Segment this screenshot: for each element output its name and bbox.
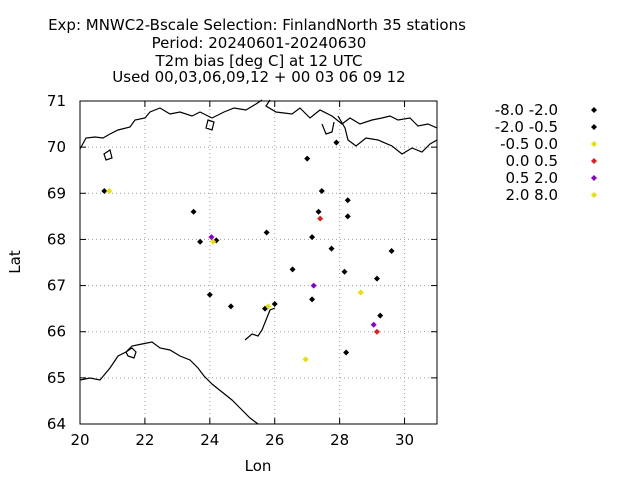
x-axis-label: Lon [245, 457, 272, 475]
legend-marker-4 [591, 175, 597, 181]
legend-marker-1 [591, 124, 597, 130]
chart-title-line-4: Used 00,03,06,09,12 + 00 03 06 09 12 [112, 68, 405, 86]
point-series-0-7 [304, 155, 311, 162]
y-tick-label: 70 [47, 138, 66, 156]
point-series-3-1 [373, 328, 380, 335]
x-tick-label: 22 [135, 431, 154, 449]
point-series-0-14 [341, 268, 348, 275]
point-series-5-0 [210, 238, 217, 245]
x-tick-label: 24 [200, 431, 219, 449]
y-tick-label: 71 [47, 92, 66, 110]
point-series-5-1 [302, 356, 309, 363]
legend-label-4: 0.5 2.0 [506, 169, 558, 187]
point-series-0-11 [318, 187, 325, 194]
point-series-0-10 [315, 208, 322, 215]
axis-ticks: 20 22 24 26 28 30 64 65 66 67 68 69 70 71 [47, 92, 437, 449]
x-tick-label: 28 [330, 431, 349, 449]
point-series-5-2 [357, 289, 364, 296]
point-series-0-16 [344, 197, 351, 204]
point-series-0-13 [333, 139, 340, 146]
grid-lines [80, 101, 437, 424]
legend-marker-3 [591, 158, 597, 164]
legend-label-5: 2.0 8.0 [506, 186, 558, 204]
point-series-0-6 [289, 266, 296, 273]
point-series-2-0 [106, 187, 113, 194]
coastline-map [79, 99, 438, 425]
x-tick-label: 30 [395, 431, 414, 449]
point-series-4-0 [208, 234, 215, 241]
y-tick-label: 64 [47, 415, 66, 433]
legend-label-2: -0.5 0.0 [500, 135, 558, 153]
point-series-0-2 [227, 303, 234, 310]
y-tick-label: 65 [47, 369, 66, 387]
y-tick-label: 69 [47, 184, 66, 202]
legend-marker-5 [591, 192, 597, 198]
point-series-4-1 [310, 282, 317, 289]
legend-marker-0 [591, 107, 597, 113]
legend-marker-2 [591, 141, 597, 147]
y-axis-label: Lat [6, 250, 24, 274]
point-series-0-0 [197, 238, 204, 245]
legend-label-1: -2.0 -0.5 [495, 118, 558, 136]
plot-frame [79, 100, 438, 425]
point-series-0-18 [373, 275, 380, 282]
point-series-0-19 [377, 312, 384, 319]
point-series-0-1 [206, 291, 213, 298]
y-tick-label: 66 [47, 323, 66, 341]
point-series-0-12 [328, 245, 335, 252]
point-series-0-8 [309, 234, 316, 241]
point-series-0-17 [344, 213, 351, 220]
chart-title-line-2: Period: 20240601-20240630 [152, 34, 367, 52]
chart-title-line-1: Exp: MNWC2-Bscale Selection: FinlandNort… [48, 16, 466, 34]
point-series-0-20 [388, 247, 395, 254]
x-tick-label: 26 [265, 431, 284, 449]
legend-label-3: 0.0 0.5 [506, 152, 558, 170]
point-series-0-9 [309, 296, 316, 303]
point-series-0-15 [343, 349, 350, 356]
point-series-3-0 [317, 215, 324, 222]
x-tick-label: 20 [70, 431, 89, 449]
point-series-4-2 [370, 321, 377, 328]
y-tick-label: 68 [47, 230, 66, 248]
legend: -8.0 -2.0-2.0 -0.5-0.5 0.00.0 0.50.5 2.0… [495, 101, 597, 204]
data-points [101, 139, 395, 363]
y-tick-label: 67 [47, 277, 66, 295]
point-series-0-4 [263, 229, 270, 236]
legend-label-0: -8.0 -2.0 [495, 101, 558, 119]
point-series-2-1 [265, 303, 272, 310]
point-series-1-0 [101, 187, 108, 194]
point-series-0-5 [271, 301, 278, 308]
point-series-0-21 [190, 208, 197, 215]
chart-title-line-3: T2m bias [deg C] at 12 UTC [155, 52, 363, 70]
